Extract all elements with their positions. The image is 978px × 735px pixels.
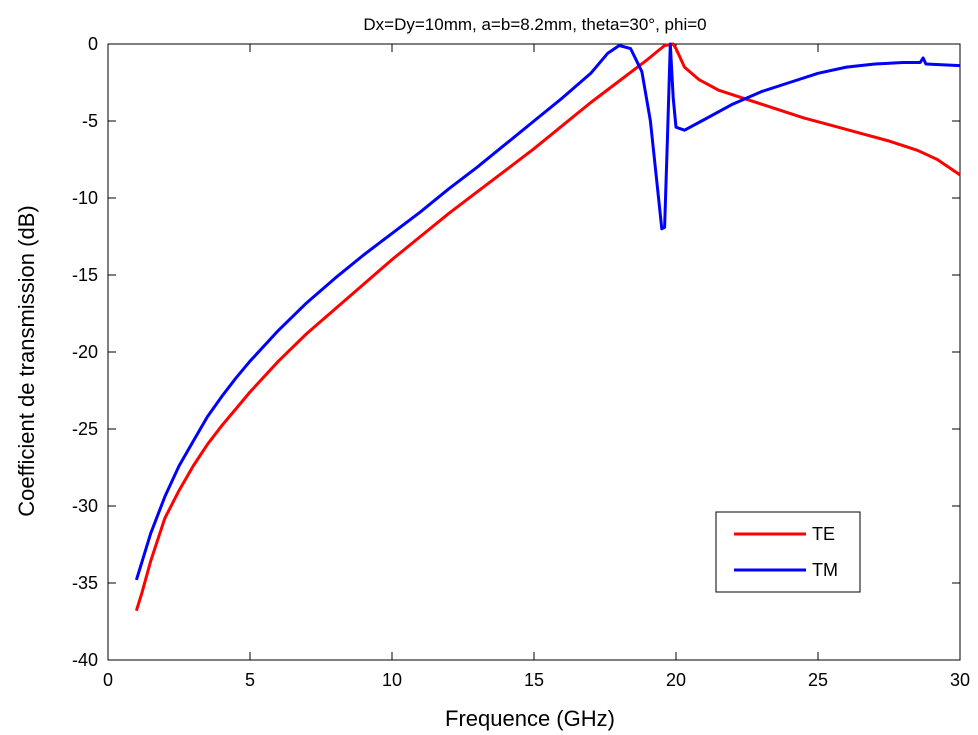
- y-axis-label: Coefficient de transmission (dB): [14, 205, 39, 516]
- series-line-te: [134, 42, 961, 612]
- x-tick-label: 15: [524, 670, 544, 690]
- series-lines: [134, 42, 961, 612]
- y-tick-label: -5: [82, 111, 98, 131]
- x-axis-ticks: 0 5 10 15 20 25 30: [103, 44, 970, 690]
- x-axis-label: Frequence (GHz): [445, 706, 615, 731]
- legend-box: [715, 511, 861, 593]
- x-tick-label: 0: [103, 670, 113, 690]
- y-tick-label: -20: [72, 342, 98, 362]
- y-axis-ticks: 0 -5 -10 -15 -20 -25 -30 -35 -40: [72, 34, 960, 670]
- y-tick-label: 0: [88, 34, 98, 54]
- x-tick-label: 20: [666, 670, 686, 690]
- legend-label-tm: TM: [812, 560, 838, 580]
- y-tick-label: -35: [72, 573, 98, 593]
- y-tick-label: -15: [72, 265, 98, 285]
- y-tick-label: -30: [72, 496, 98, 516]
- chart-title: Dx=Dy=10mm, a=b=8.2mm, theta=30°, phi=0: [363, 15, 706, 34]
- legend-label-te: TE: [812, 524, 835, 544]
- x-tick-label: 10: [382, 670, 402, 690]
- y-tick-label: -40: [72, 650, 98, 670]
- y-tick-label: -10: [72, 188, 98, 208]
- y-tick-label: -25: [72, 419, 98, 439]
- x-tick-label: 5: [245, 670, 255, 690]
- series-line-tm: [134, 42, 961, 581]
- x-tick-label: 25: [808, 670, 828, 690]
- x-tick-label: 30: [950, 670, 970, 690]
- legend: TE TM: [715, 511, 861, 593]
